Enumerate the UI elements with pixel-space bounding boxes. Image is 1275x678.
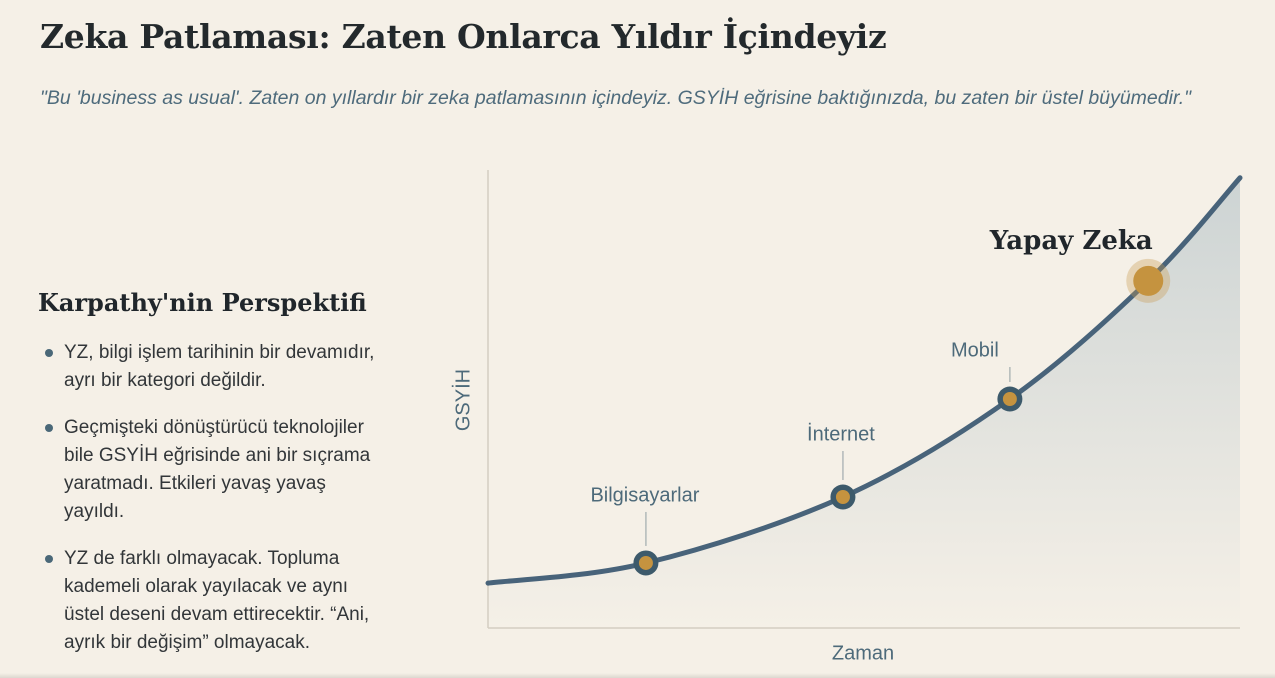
page-title: Zeka Patlaması: Zaten Onlarca Yıldır İçi… [40, 17, 887, 56]
milestone-dot [1002, 392, 1017, 406]
perspective-bullet: YZ de farklı olmayacak. Topluma kademeli… [45, 545, 386, 657]
chart-area-fill [488, 177, 1240, 629]
perspective-bullet: YZ, bilgi işlem tarihinin bir devamıdır,… [45, 339, 386, 395]
milestone-dot [638, 555, 653, 570]
perspective-list: YZ, bilgi işlem tarihinin bir devamıdır,… [38, 339, 386, 657]
milestone-dot [835, 490, 850, 505]
y-axis-label: GSYİH [452, 368, 475, 432]
perspective-heading: Karpathy'nin Perspektifi [38, 288, 367, 317]
x-axis-label: Zaman [831, 642, 895, 665]
perspective-bullet: Geçmişteki dönüştürücü teknolojiler bile… [45, 414, 386, 526]
page-header: Zeka Patlaması: Zaten Onlarca Yıldır İçi… [40, 16, 1240, 113]
perspective-panel: Karpathy'nin Perspektifi YZ, bilgi işlem… [38, 288, 458, 676]
milestone-label-normal: Bilgisayarlar [590, 484, 700, 507]
milestone-dot [1133, 265, 1164, 296]
milestone-label-normal: İnternet [807, 423, 875, 446]
milestone-dots [633, 258, 1171, 576]
milestone-connectors [645, 367, 1011, 546]
milestone-label-emphasized: Yapay Zeka [989, 225, 1153, 256]
page-subtitle-quote: "Bu 'business as usual'. Zaten on yıllar… [40, 87, 1192, 109]
milestone-label-normal: Mobil [950, 339, 999, 362]
